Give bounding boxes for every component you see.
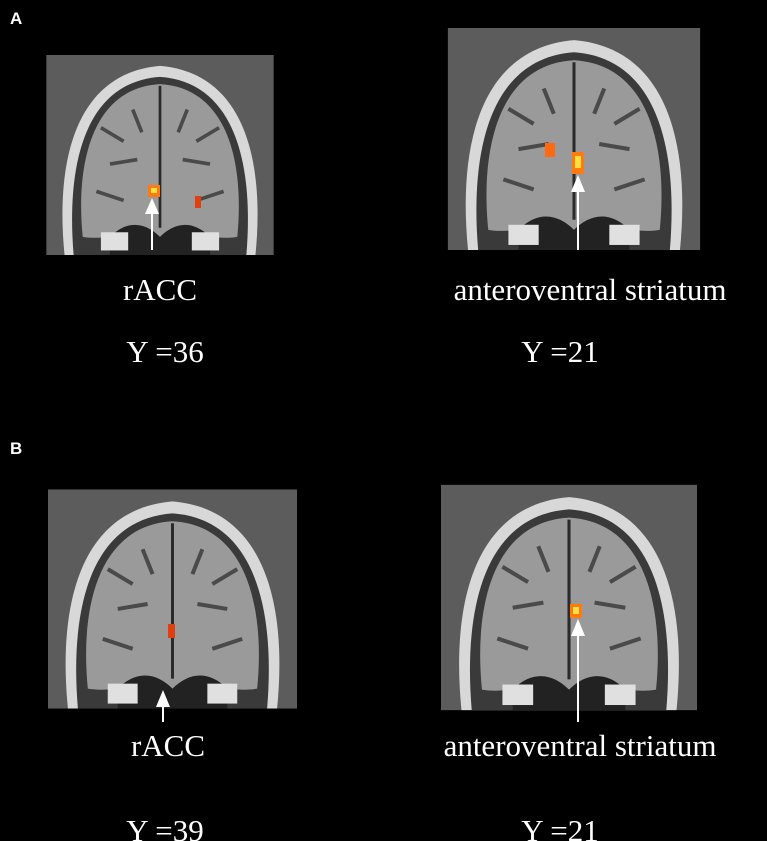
slice-label: Y =21 (521, 334, 598, 369)
brain-image (448, 28, 700, 250)
arrow-head (571, 619, 585, 636)
arrow-head (145, 198, 159, 214)
panel-label: B (10, 439, 22, 458)
annotation: rACC (131, 728, 205, 763)
arrow-head (156, 690, 170, 707)
activation (195, 196, 201, 208)
brain-image (48, 489, 297, 708)
activation (573, 607, 579, 614)
arrow-head (571, 175, 585, 192)
slice-label: Y =21 (521, 813, 598, 841)
annotation: anteroventral striatum (454, 272, 727, 307)
annotation: anteroventral striatum (444, 728, 717, 763)
activation (575, 156, 581, 168)
brain-image (44, 55, 276, 255)
activation (168, 624, 175, 638)
activation (545, 143, 555, 157)
slice-label: Y =36 (126, 334, 203, 369)
slice-label: Y =39 (126, 813, 203, 841)
activation (151, 188, 157, 193)
brain-image (441, 485, 697, 710)
annotation: rACC (123, 272, 197, 307)
panel-label: A (10, 9, 22, 28)
